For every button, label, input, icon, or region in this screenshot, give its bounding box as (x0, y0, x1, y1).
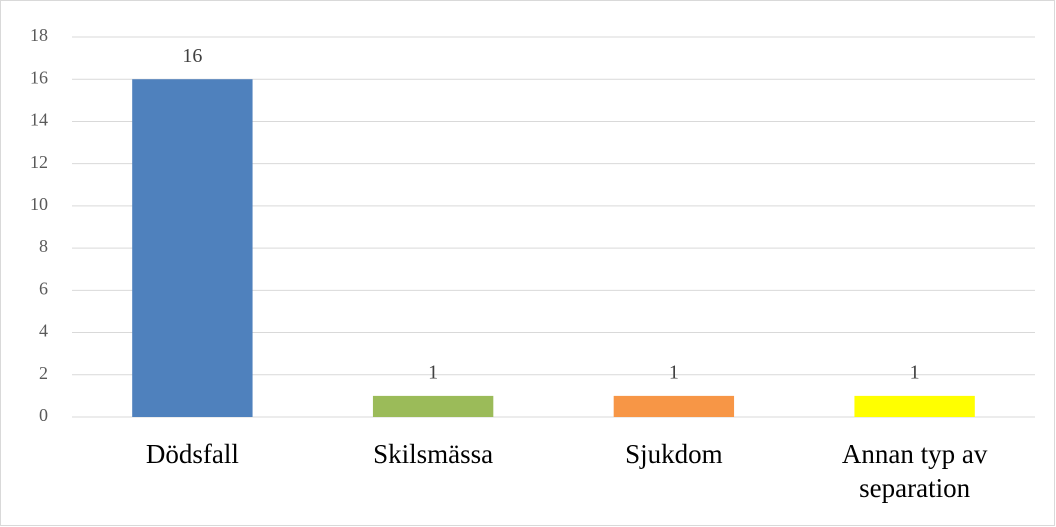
y-tick-label: 2 (39, 363, 48, 383)
x-tick-label: Sjukdom (625, 439, 723, 469)
bar (854, 395, 975, 417)
y-tick-label: 12 (30, 152, 48, 172)
x-tick-label-box: Annan typ av separation (841, 439, 988, 503)
bar (613, 395, 735, 417)
x-tick-label: Skilsmässa (373, 439, 494, 469)
y-tick-label: 8 (39, 236, 48, 256)
value-label: 1 (910, 361, 920, 383)
y-tick-label: 16 (30, 67, 48, 87)
bar (372, 395, 494, 417)
y-tick-label: 0 (39, 405, 48, 425)
y-tick-label: 4 (39, 321, 48, 341)
bar (132, 79, 253, 417)
x-tick-label: Dödsfall (145, 439, 239, 469)
value-label: 1 (669, 361, 679, 383)
y-tick-label: 10 (30, 194, 48, 214)
y-tick-label: 14 (30, 110, 48, 130)
x-tick-label-box: Skilsmässa (373, 439, 494, 469)
x-tick-label: Annan typ av separation (841, 439, 988, 503)
y-tick-label: 6 (39, 278, 48, 298)
value-label: 1 (428, 361, 438, 383)
x-tick-label-box: Sjukdom (625, 439, 723, 469)
y-tick-label: 18 (30, 25, 48, 45)
value-label: 16 (182, 45, 202, 67)
x-tick-label-box: Dödsfall (145, 439, 239, 469)
